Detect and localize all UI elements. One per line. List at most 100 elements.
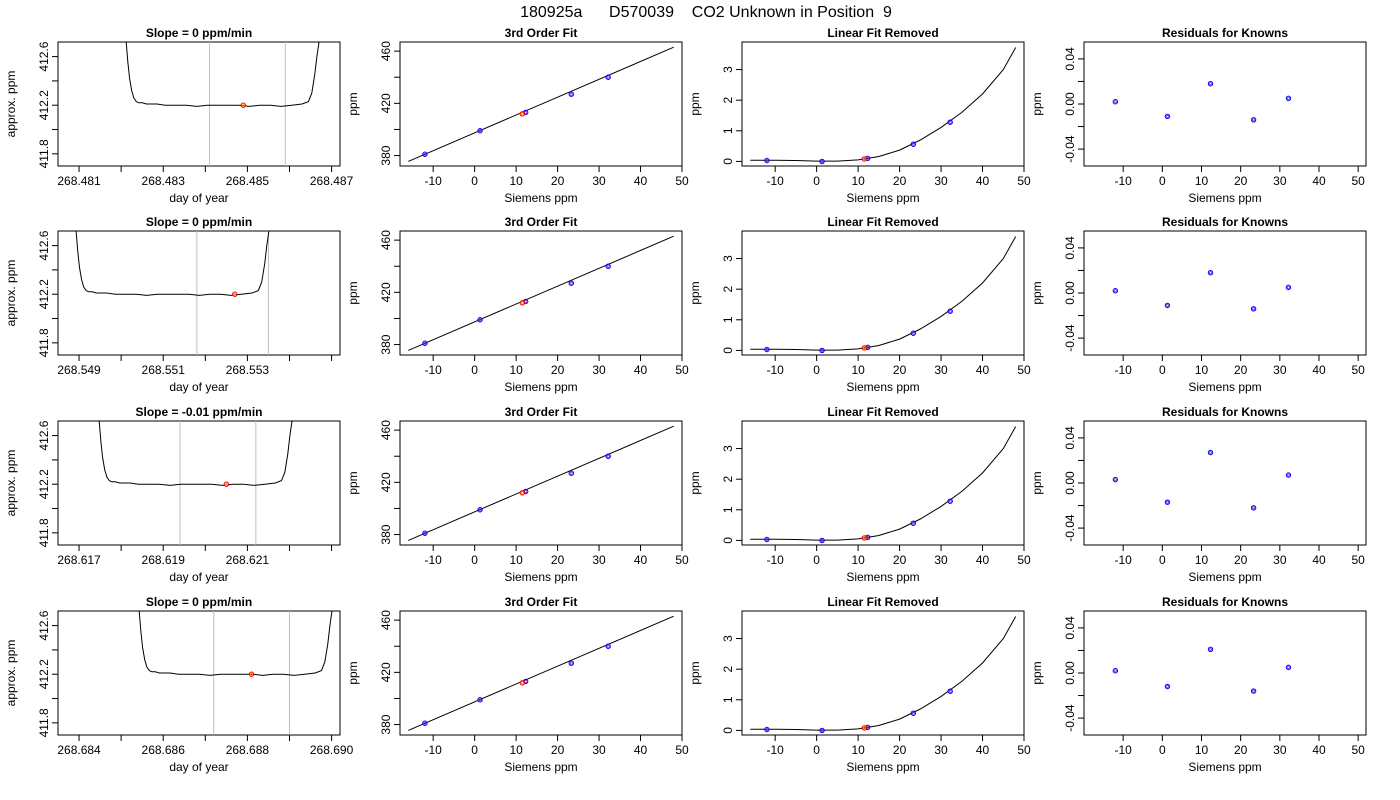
standard-point	[422, 530, 428, 536]
standard-point-inner	[948, 309, 952, 313]
unknown-point-inner	[520, 112, 524, 116]
plot-frame	[741, 230, 1025, 356]
unknown-point-inner	[862, 536, 866, 540]
residual-point	[1112, 288, 1119, 294]
x-tick-label: 50	[675, 743, 689, 757]
standard-point-inner	[423, 152, 427, 156]
x-tick-label: 40	[976, 363, 990, 377]
unknown-point-inner	[520, 301, 524, 305]
x-tick-label: 30	[1273, 363, 1287, 377]
x-tick-label: 40	[1312, 174, 1326, 188]
residual-point	[1112, 476, 1119, 483]
residual-point	[1207, 449, 1214, 456]
x-tick-label: 0	[471, 363, 478, 377]
panel-title: Linear Fit Removed	[827, 405, 938, 419]
y-tick-label: -0.04	[1063, 514, 1077, 542]
standard-point-inner	[948, 499, 952, 503]
standard-point	[422, 340, 428, 346]
x-tick-label: 40	[976, 553, 990, 567]
standard-point	[477, 507, 483, 513]
x-tick-label: 40	[1312, 743, 1326, 757]
x-tick-label: -10	[425, 743, 443, 757]
x-tick-label: 10	[1195, 743, 1209, 757]
x-tick-label: -10	[1114, 743, 1132, 757]
unknown-point-inner	[862, 346, 866, 350]
y-axis-label: ppm	[688, 471, 702, 494]
standard-point-inner	[569, 661, 573, 665]
standard-point-inner	[423, 721, 427, 725]
standard-point	[947, 688, 953, 694]
standard-point	[522, 298, 529, 305]
residual-point-inner	[1252, 307, 1256, 311]
residual-point-inner	[1165, 685, 1169, 689]
panel-r2-residuals: Residuals for Knowns -10 0 10 20 30 40 50 -0.04 0…	[1030, 215, 1367, 394]
residual-point	[1112, 668, 1119, 674]
standard-point-inner	[911, 142, 915, 146]
x-tick-label: 30	[592, 363, 606, 377]
x-tick-label: 0	[1159, 363, 1166, 377]
panel-r3-trace: Slope = -0.01 ppm/min 268.617 268.619 268.6…	[4, 405, 341, 584]
data-area	[408, 425, 674, 541]
x-axis-label: Siemens ppm	[504, 570, 577, 584]
panel-r4-linear-removed: Linear Fit Removed -10 0 10 20 30 40 50 0 1 2 3 Siem…	[688, 595, 1031, 774]
standard-point	[605, 263, 611, 269]
x-axis-label: day of year	[169, 760, 228, 774]
standard-point-inner	[911, 521, 915, 525]
y-tick-label: 412.6	[37, 420, 51, 450]
standard-point	[568, 470, 574, 476]
x-tick-label: 20	[893, 553, 907, 567]
x-tick-label: 40	[1312, 363, 1326, 377]
plot-frame	[57, 230, 341, 356]
panel-r3-fit: 3rd Order Fit -10 0 10 20 30 40 50 380 420 460 Siem…	[346, 405, 689, 584]
y-axis-label: ppm	[346, 471, 360, 494]
residual-point-inner	[1252, 118, 1256, 122]
standard-point	[477, 128, 483, 134]
y-tick-label: 1	[721, 696, 735, 703]
y-tick-label: 2	[721, 476, 735, 483]
standard-point	[422, 720, 428, 726]
data-area	[408, 235, 674, 351]
x-tick-label: 20	[893, 174, 907, 188]
fit-line	[750, 616, 1017, 731]
unknown-point-inner	[250, 672, 254, 676]
residual-point	[1207, 81, 1214, 87]
residual-point-inner	[1113, 100, 1117, 104]
standard-point-inner	[765, 537, 769, 541]
x-tick-label: 268.483	[142, 174, 186, 188]
y-tick-label: 420	[379, 282, 393, 302]
plot-frame	[57, 41, 341, 167]
y-axis-label: ppm	[346, 92, 360, 115]
x-tick-label: 0	[813, 363, 820, 377]
x-axis-label: Siemens ppm	[1188, 380, 1261, 394]
y-tick-label: 0	[721, 158, 735, 165]
unknown-point-inner	[233, 292, 237, 296]
unknown-point-inner	[520, 681, 524, 685]
y-axis-label: approx. ppm	[4, 71, 18, 138]
y-axis-label: ppm	[688, 92, 702, 115]
x-axis-label: Siemens ppm	[1188, 570, 1261, 584]
x-tick-label: 40	[1312, 553, 1326, 567]
y-tick-label: 412.2	[37, 90, 51, 120]
y-tick-label: 411.8	[37, 518, 51, 547]
plot-frame	[399, 610, 683, 736]
x-tick-label: 268.686	[142, 743, 186, 757]
standard-point-inner	[606, 75, 610, 79]
y-tick-label: 460	[379, 230, 393, 250]
y-tick-label: 420	[379, 472, 393, 492]
y-axis-label: ppm	[346, 281, 360, 304]
trace-line	[75, 231, 270, 296]
x-tick-label: -10	[767, 553, 785, 567]
x-tick-label: 268.688	[226, 743, 270, 757]
standard-point-inner	[606, 264, 610, 268]
unknown-point	[861, 156, 868, 162]
unknown-point	[519, 111, 526, 117]
standard-point-inner	[569, 92, 573, 96]
standard-point	[522, 488, 529, 495]
standard-point-inner	[478, 508, 482, 512]
x-tick-label: 50	[1351, 743, 1365, 757]
residual-point	[1250, 306, 1257, 312]
panel-title: 3rd Order Fit	[505, 26, 578, 40]
data-area	[1112, 81, 1292, 123]
residual-point-inner	[1286, 665, 1290, 669]
x-tick-label: 10	[1195, 553, 1209, 567]
